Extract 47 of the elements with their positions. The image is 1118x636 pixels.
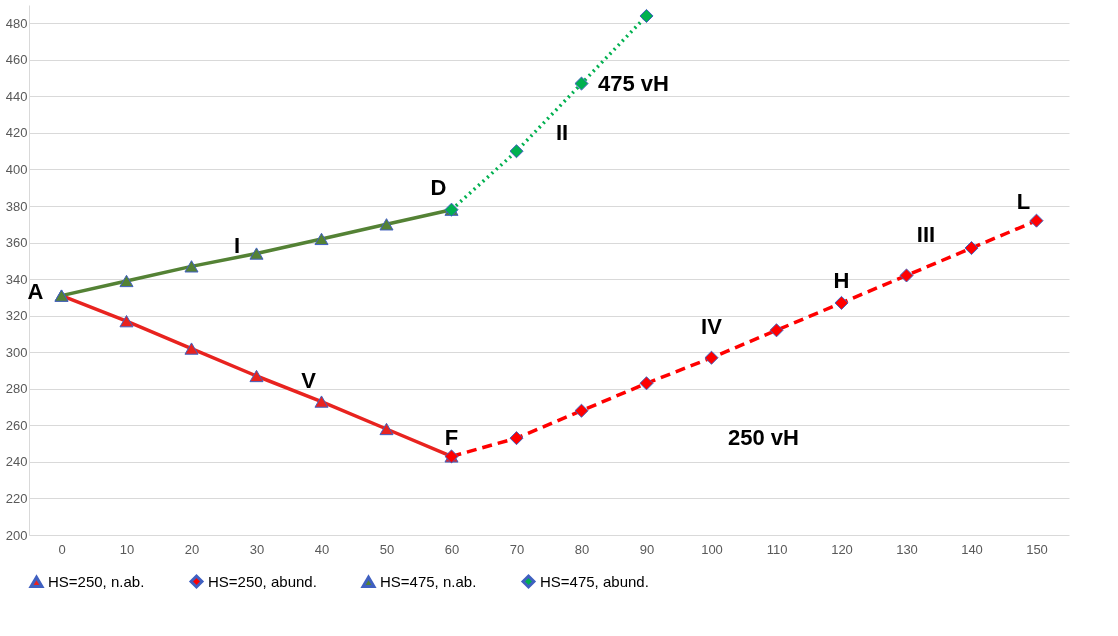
- x-tick-label: 50: [379, 541, 395, 557]
- y-tick-label: 340: [5, 271, 28, 287]
- y-tick-label: 240: [5, 454, 28, 470]
- x-tick-label: 20: [184, 541, 200, 557]
- x-tick-label: 150: [1026, 541, 1048, 557]
- y-tick-label: 440: [5, 88, 28, 104]
- annotation: H: [833, 267, 850, 293]
- y-tick-label: 360: [5, 235, 28, 251]
- x-tick-label: 140: [961, 541, 983, 557]
- annotation: D: [430, 174, 447, 200]
- annotation: F: [444, 425, 459, 451]
- x-tick-label: 30: [249, 541, 265, 557]
- x-tick-label: 60: [444, 541, 460, 557]
- legend-label: HS=475, n.ab.: [380, 572, 477, 590]
- annotation: I: [233, 233, 241, 259]
- x-tick-label: 40: [314, 541, 330, 557]
- x-tick-label: 120: [831, 541, 853, 557]
- annotation: 250 vH: [728, 425, 799, 451]
- annotation: 475 vH: [598, 70, 669, 96]
- legend-label: HS=475, abund.: [540, 572, 649, 590]
- x-tick-label: 70: [509, 541, 525, 557]
- x-tick-label: 0: [58, 541, 66, 557]
- annotation: A: [27, 278, 44, 304]
- annotation: III: [916, 222, 936, 248]
- x-tick-label: 100: [701, 541, 723, 557]
- x-tick-label: 10: [119, 541, 135, 557]
- annotation: V: [301, 368, 317, 394]
- y-tick-label: 420: [5, 125, 28, 141]
- y-tick-label: 460: [5, 52, 28, 68]
- x-tick-label: 130: [896, 541, 918, 557]
- legend-label: HS=250, abund.: [208, 572, 317, 590]
- annotation: IV: [701, 313, 723, 339]
- y-tick-label: 480: [5, 15, 28, 31]
- y-tick-label: 280: [5, 381, 28, 397]
- y-tick-label: 200: [5, 527, 28, 543]
- y-tick-label: 380: [5, 198, 28, 214]
- x-tick-label: 110: [766, 541, 788, 557]
- annotation: II: [555, 119, 569, 145]
- legend-label: HS=250, n.ab.: [48, 572, 145, 590]
- x-tick-label: 90: [639, 541, 655, 557]
- y-tick-label: 300: [5, 344, 28, 360]
- annotation: L: [1016, 189, 1031, 215]
- y-tick-label: 260: [5, 417, 28, 433]
- y-tick-label: 320: [5, 308, 28, 324]
- y-tick-label: 400: [5, 161, 28, 177]
- x-tick-label: 80: [574, 541, 590, 557]
- y-tick-label: 220: [5, 490, 28, 506]
